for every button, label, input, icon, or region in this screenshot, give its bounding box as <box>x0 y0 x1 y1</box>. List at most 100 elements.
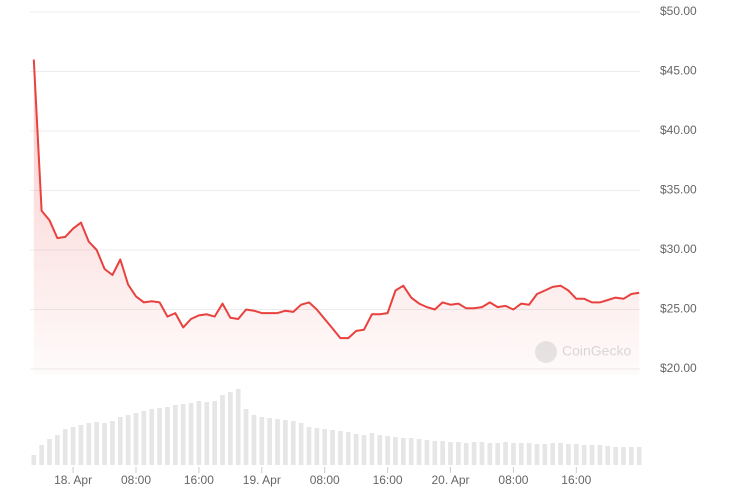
y-tick-label: $20.00 <box>660 361 697 375</box>
volume-bar <box>212 401 217 465</box>
volume-bar <box>542 444 548 465</box>
volume-bar <box>511 443 516 465</box>
price-area <box>33 59 640 375</box>
x-tick-label: 20. Apr <box>431 473 469 487</box>
volume-bar <box>196 401 202 465</box>
volume-bar <box>70 427 76 465</box>
volume-bar <box>86 423 92 465</box>
volume-bar <box>78 425 84 465</box>
volume-bar <box>94 422 100 465</box>
volume-bar <box>220 395 225 465</box>
volume-bar <box>117 417 123 465</box>
x-tick-label: 16:00 <box>561 473 591 487</box>
volume-bar <box>361 435 367 465</box>
volume-bar <box>597 445 603 465</box>
volume-bar <box>613 447 618 465</box>
x-tick-label: 08:00 <box>310 473 340 487</box>
volume-bar <box>558 443 563 465</box>
volume-bar <box>298 423 304 465</box>
volume-bar <box>400 438 406 465</box>
watermark-text: CoinGecko <box>562 343 631 359</box>
volume-bar <box>204 402 210 465</box>
volume-bar <box>345 432 351 465</box>
volume-bar <box>165 407 170 465</box>
volume-bar <box>495 443 501 465</box>
volume-bar <box>448 442 453 465</box>
volume-bar <box>629 447 634 465</box>
volume-bar <box>432 441 438 465</box>
volume-bar <box>39 445 44 465</box>
volume-bar <box>259 417 265 465</box>
volume-bar <box>518 443 524 465</box>
y-tick-label: $40.00 <box>660 123 697 137</box>
volume-bar <box>550 443 556 465</box>
y-tick-label: $25.00 <box>660 302 697 316</box>
volume-bar <box>180 404 186 465</box>
volume-bar <box>385 436 390 465</box>
volume-bar <box>526 443 532 465</box>
volume-bar <box>456 442 461 465</box>
watermark-icon <box>535 341 557 363</box>
volume-bar <box>605 446 611 465</box>
x-tick-label: 16:00 <box>373 473 403 487</box>
volume-bar <box>141 411 147 465</box>
volume-bar <box>621 447 626 465</box>
volume-bar <box>290 421 296 465</box>
volume-bar <box>487 443 493 465</box>
volume-bar <box>149 409 155 465</box>
volume-bar <box>463 443 469 465</box>
x-tick-label: 16:00 <box>184 473 214 487</box>
volume-bar <box>566 444 571 465</box>
volume-bar <box>47 439 52 465</box>
price-line <box>32 59 640 340</box>
volume-bar <box>377 435 383 465</box>
volume-bar <box>322 429 328 465</box>
volume-bar <box>440 441 445 465</box>
y-tick-label: $35.00 <box>660 183 697 197</box>
volume-bar <box>314 428 320 465</box>
volume-bar <box>503 442 508 465</box>
volume-bar <box>338 431 343 465</box>
watermark: CoinGecko <box>535 341 631 363</box>
volume-bar <box>479 442 485 465</box>
volume-bar <box>243 409 249 465</box>
y-tick-label: $45.00 <box>660 64 697 78</box>
volume-bar <box>353 434 359 465</box>
volume-bar <box>589 445 595 465</box>
x-tick-label: 18. Apr <box>54 473 92 487</box>
volume-bar <box>471 442 477 465</box>
volume-bar <box>235 389 241 465</box>
volume-bar <box>102 423 107 465</box>
x-tick-label: 08:00 <box>121 473 151 487</box>
volume-bar <box>157 408 162 465</box>
volume-bar <box>306 427 312 465</box>
y-tick-label: $50.00 <box>660 4 697 18</box>
volume-bar <box>251 415 257 465</box>
volume-bar <box>573 444 579 465</box>
x-tick-label: 19. Apr <box>243 473 281 487</box>
volume-bar <box>110 421 115 465</box>
volume-bar <box>228 392 233 465</box>
volume-bar <box>133 413 139 465</box>
volume-bar <box>330 430 335 465</box>
volume-bar <box>62 429 68 465</box>
volume-bar <box>55 435 60 465</box>
volume-bar <box>267 418 273 465</box>
volume-bar <box>125 415 131 465</box>
volume-bar <box>369 433 375 465</box>
volume-bar <box>283 420 288 465</box>
volume-bar <box>408 438 414 465</box>
volume-bar <box>275 419 280 465</box>
volume-bar <box>581 445 587 465</box>
volume-bar <box>188 403 194 465</box>
volume-bar <box>172 405 178 465</box>
volume-bar <box>416 439 422 465</box>
volume-bar <box>534 444 540 465</box>
x-tick-label: 08:00 <box>498 473 528 487</box>
volume-bar <box>636 447 642 465</box>
volume-bar <box>393 437 398 465</box>
y-tick-label: $30.00 <box>660 242 697 256</box>
volume-bar <box>424 440 430 465</box>
